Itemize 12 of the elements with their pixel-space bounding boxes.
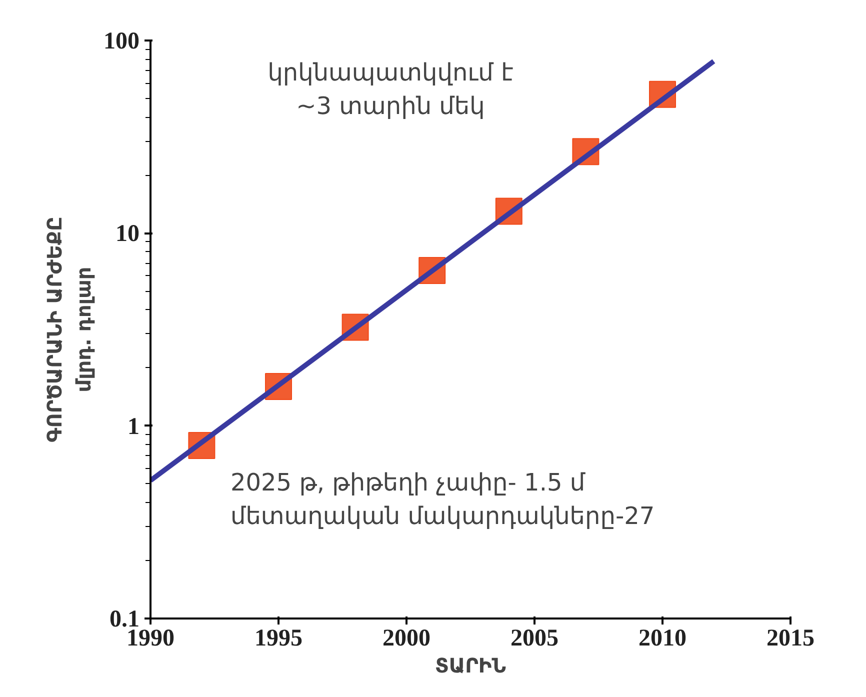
- x-tick-label: 2000: [382, 626, 430, 652]
- y-tick-label: 10: [116, 221, 140, 248]
- x-tick-label: 2010: [638, 626, 686, 652]
- x-tick-label: 2015: [766, 626, 814, 652]
- annotation: 2025 թ, թիթեղի չափը- 1.5 մ մետաղական մակարդակները-27: [230, 468, 655, 530]
- y-tick-label: 100: [104, 28, 140, 54]
- x-tick-label: 2005: [510, 626, 558, 652]
- y-axis-title: ԳՈՐԾԱՐԱՆԻ ԱՐԺԵՔԸ մլրդ. դոլար: [42, 216, 96, 442]
- x-axis-title: ՏԱՐԻՆ: [434, 654, 506, 678]
- y-tick-label: 1: [128, 414, 140, 440]
- x-tick-label: 1995: [254, 626, 302, 652]
- annotation: կրկնապատկվում է ~3 տարին մեկ: [268, 58, 514, 120]
